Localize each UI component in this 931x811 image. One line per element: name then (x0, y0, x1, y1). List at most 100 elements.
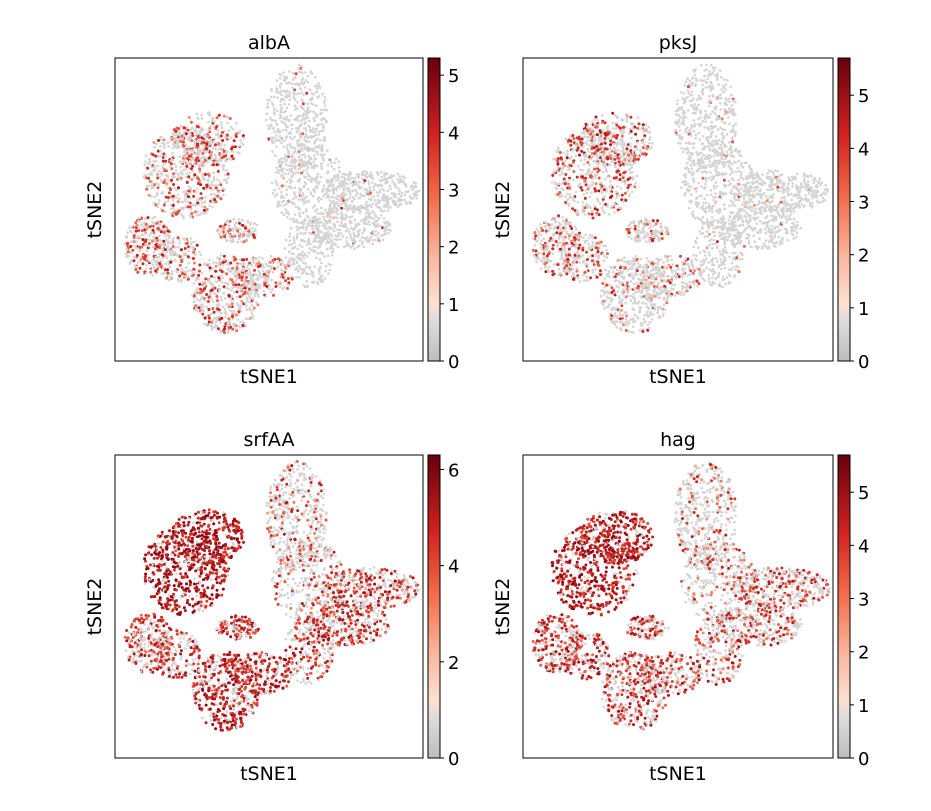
data-point (236, 275, 239, 279)
data-point (723, 203, 726, 206)
data-point (176, 277, 180, 281)
data-point (306, 215, 310, 219)
data-point (761, 173, 764, 176)
data-point (730, 192, 734, 196)
data-point (747, 165, 751, 168)
data-point (404, 185, 408, 188)
data-point (786, 238, 790, 242)
data-point (256, 283, 260, 286)
data-point (132, 259, 136, 263)
data-point (284, 154, 287, 157)
data-point (349, 233, 352, 236)
data-point (295, 92, 298, 96)
data-point (254, 301, 258, 304)
data-point (189, 242, 193, 246)
data-point (219, 267, 222, 270)
data-point (282, 204, 285, 207)
data-point (222, 227, 226, 231)
data-point (295, 235, 299, 238)
data-point (383, 221, 386, 224)
data-point (218, 194, 221, 198)
data-point (298, 243, 302, 247)
data-point (162, 272, 166, 276)
data-point (178, 242, 181, 245)
data-point (215, 125, 218, 129)
data-point (396, 178, 399, 181)
data-point (287, 212, 291, 216)
data-point (701, 119, 705, 123)
data-point (199, 160, 203, 164)
data-point (336, 234, 340, 238)
data-point (183, 270, 187, 273)
data-point (288, 93, 291, 97)
data-point (301, 99, 304, 103)
data-point (304, 226, 308, 229)
data-point (276, 169, 280, 172)
data-point (305, 195, 309, 198)
data-point (356, 205, 360, 208)
data-point (777, 189, 780, 193)
data-point (204, 195, 207, 199)
data-point (164, 210, 167, 213)
data-point (213, 198, 217, 202)
data-point (301, 162, 305, 166)
data-point (297, 114, 301, 118)
data-point (779, 179, 783, 182)
data-point (789, 213, 793, 216)
data-point (757, 200, 761, 203)
data-point (158, 223, 161, 227)
data-point (700, 156, 704, 159)
data-point (363, 194, 366, 197)
data-point (308, 149, 312, 152)
data-point (164, 262, 167, 266)
data-point (327, 233, 331, 237)
data-point (157, 252, 161, 256)
data-point (279, 130, 282, 133)
data-point (166, 141, 170, 144)
data-point (400, 191, 404, 195)
data-point (686, 77, 689, 80)
data-point (192, 300, 196, 304)
data-point (226, 121, 229, 125)
data-point (295, 140, 299, 143)
data-point (740, 187, 743, 190)
data-point (369, 215, 372, 219)
data-point (289, 164, 293, 168)
data-point (253, 229, 257, 232)
data-point (711, 210, 714, 214)
data-point (726, 230, 729, 234)
data-point (701, 176, 705, 180)
data-point (159, 155, 163, 158)
data-point (194, 203, 198, 206)
data-point (319, 139, 322, 142)
data-point (157, 139, 160, 142)
data-point (314, 220, 317, 224)
data-point (308, 218, 311, 222)
data-point (683, 99, 687, 103)
data-point (379, 214, 383, 217)
data-point (349, 235, 352, 239)
data-point (348, 196, 352, 199)
data-point (382, 217, 386, 220)
data-point (321, 252, 325, 256)
data-point (298, 138, 301, 142)
data-point (280, 200, 284, 204)
data-point (158, 234, 161, 238)
data-point (705, 218, 709, 221)
data-point (714, 168, 717, 172)
data-point (685, 161, 689, 165)
data-point (317, 227, 320, 230)
data-point (332, 186, 335, 189)
data-point (371, 202, 374, 206)
data-point (372, 195, 375, 199)
data-point (313, 233, 317, 236)
data-point (288, 98, 292, 101)
data-point (266, 124, 270, 127)
data-point (336, 245, 340, 249)
data-point (164, 200, 167, 204)
data-point (152, 169, 156, 173)
data-point (303, 146, 307, 150)
data-point (247, 268, 251, 271)
data-point (797, 193, 800, 197)
data-point (715, 185, 719, 188)
